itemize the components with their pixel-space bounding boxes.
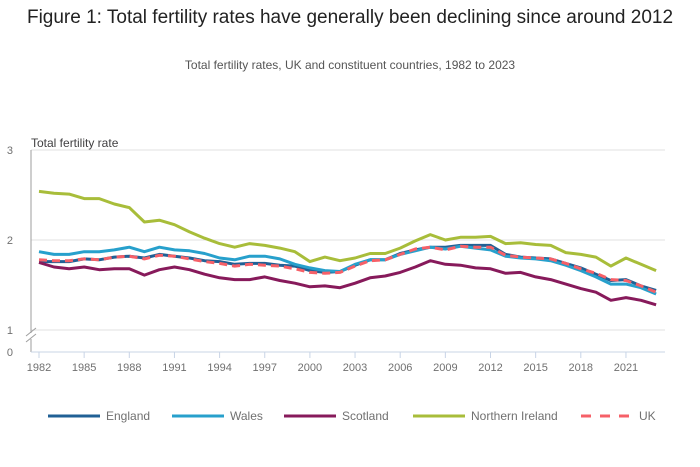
- series-line-scotland: [38, 259, 657, 307]
- tick-labels: 0 1 2 3 1982 1985 1988 1991 1994 1997 2000 2003 2006…: [7, 145, 638, 374]
- x-tick-label: 2006: [388, 362, 412, 374]
- x-tick-label: 2003: [343, 362, 367, 374]
- legend-item-northern-ireland: Northern Ireland: [413, 409, 558, 423]
- series-line-northern-ireland: [38, 189, 657, 272]
- axis-break-mark: [25, 333, 37, 343]
- x-tick-label: 2015: [523, 362, 547, 374]
- legend-label: Northern Ireland: [471, 409, 558, 423]
- x-tick-label: 2000: [298, 362, 322, 374]
- legend: England Wales Scotland Northern Ireland UK: [48, 409, 656, 423]
- axes: [25, 150, 665, 358]
- x-tick-label: 1991: [162, 362, 186, 374]
- y-tick-label: 1: [7, 325, 13, 337]
- x-tick-label: 1994: [207, 362, 231, 374]
- y-tick-label: 2: [7, 235, 13, 247]
- chart-title: Figure 1: Total fertility rates have gen…: [26, 7, 674, 28]
- y-tick-label: 0: [7, 347, 13, 359]
- legend-label: Wales: [230, 409, 263, 423]
- gridlines: [31, 149, 665, 331]
- x-tick-label: 1982: [27, 362, 51, 374]
- y-axis-label: Total fertility rate: [31, 136, 119, 150]
- x-tick-label: 1988: [117, 362, 141, 374]
- legend-item-wales: Wales: [172, 409, 263, 423]
- x-tick-label: 2009: [433, 362, 457, 374]
- chart-subtitle: Total fertility rates, UK and constituen…: [184, 58, 516, 72]
- legend-label: England: [106, 409, 150, 423]
- series-line-uk: [38, 244, 657, 294]
- x-tick-label: 2012: [478, 362, 502, 374]
- x-tick-label: 2021: [614, 362, 638, 374]
- series-lines: [38, 189, 657, 307]
- legend-label: UK: [639, 409, 656, 423]
- x-tick-label: 1985: [72, 362, 96, 374]
- legend-label: Scotland: [342, 409, 389, 423]
- legend-item-uk: UK: [581, 409, 656, 423]
- legend-item-scotland: Scotland: [284, 409, 389, 423]
- axis-break-mark: [25, 327, 37, 337]
- x-tick-label: 1997: [253, 362, 277, 374]
- legend-item-england: England: [48, 409, 150, 423]
- y-tick-label: 3: [7, 145, 13, 157]
- x-tick-label: 2018: [569, 362, 593, 374]
